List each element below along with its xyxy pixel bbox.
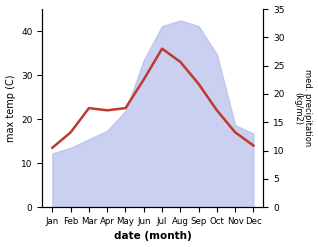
X-axis label: date (month): date (month) [114,231,192,242]
Y-axis label: med. precipitation
(kg/m2): med. precipitation (kg/m2) [293,69,313,147]
Y-axis label: max temp (C): max temp (C) [5,74,16,142]
